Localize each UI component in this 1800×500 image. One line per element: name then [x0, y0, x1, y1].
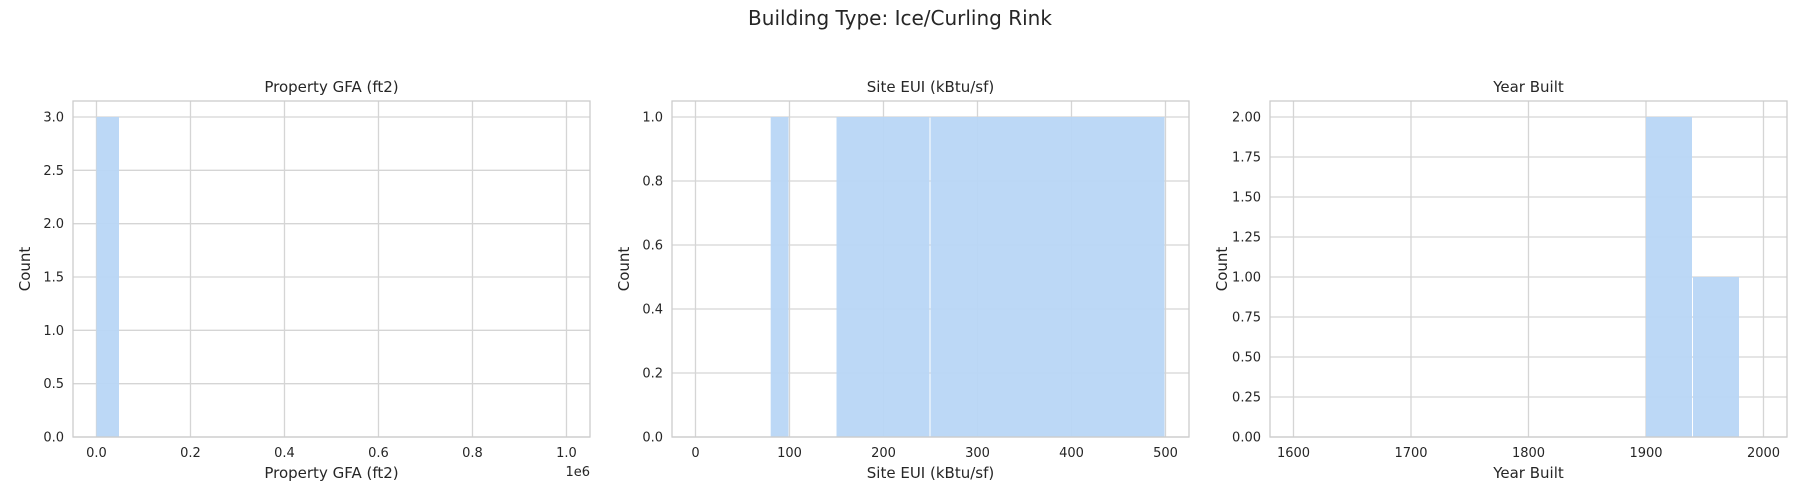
- x-axis-label: Year Built: [1492, 464, 1564, 482]
- subplot-2: 0 100 200 300 400 500 0.0 0.2 0.4 0.6 0.8 1.0 Site E…: [615, 78, 1190, 482]
- histogram-bar: [96, 117, 119, 437]
- y-tick-label: 1.5: [43, 271, 64, 286]
- subplot-1: 0.0 0.2 0.4 0.6 0.8 1.0 0.0 0.5 1.0 1.5 2.0 2.5 3.0 P…: [16, 78, 591, 482]
- x-tick-label: 500: [1153, 446, 1178, 461]
- x-tick-label: 0.6: [368, 446, 389, 461]
- y-tick-label: 0.75: [1232, 311, 1261, 326]
- histogram-bar: [930, 117, 1165, 437]
- x-tick-label: 200: [871, 446, 896, 461]
- x-tick-label: 400: [1059, 446, 1084, 461]
- x-tick-label: 0.2: [180, 446, 201, 461]
- x-tick-label: 0: [691, 446, 699, 461]
- y-axis-label: Count: [1213, 247, 1231, 292]
- y-tick-label: 2.00: [1232, 111, 1261, 126]
- y-tick-label: 0.0: [642, 431, 663, 446]
- y-tick-label: 1.25: [1232, 231, 1261, 246]
- x-tick-label: 100: [777, 446, 802, 461]
- y-tick-label: 1.0: [642, 111, 663, 126]
- histogram-bar: [836, 117, 930, 437]
- plot-frame: [72, 100, 591, 438]
- y-tick-label: 2.5: [43, 164, 64, 179]
- histogram-bar: [1646, 117, 1692, 437]
- y-tick-label: 0.25: [1232, 391, 1261, 406]
- x-tick-label: 1600: [1277, 446, 1310, 461]
- y-tick-label: 1.0: [43, 324, 64, 339]
- x-tick-label: 300: [965, 446, 990, 461]
- x-tick-label: 0.8: [462, 446, 483, 461]
- y-tick-label: 0.50: [1232, 351, 1261, 366]
- y-tick-label: 2.0: [43, 217, 64, 232]
- y-tick-label: 1.50: [1232, 191, 1261, 206]
- y-tick-label: 0.4: [642, 303, 663, 318]
- y-tick-label: 1.00: [1232, 271, 1261, 286]
- figure-title: Building Type: Ice/Curling Rink: [748, 6, 1052, 30]
- x-tick-label: 1700: [1394, 446, 1427, 461]
- y-tick-label: 0.2: [642, 367, 663, 382]
- subplot-3: 1600 1700 1800 1900 2000 0.00 0.25 0.50 0.75 1.00…: [1213, 78, 1788, 482]
- x-axis-label: Site EUI (kBtu/sf): [867, 464, 994, 482]
- x-offset-label: 1e6: [565, 465, 590, 480]
- x-tick-label: 1800: [1512, 446, 1545, 461]
- x-tick-label: 2000: [1747, 446, 1780, 461]
- y-tick-label: 0.5: [43, 377, 64, 392]
- x-tick-label: 1.0: [556, 446, 577, 461]
- x-tick-label: 0.0: [86, 446, 107, 461]
- y-axis-label: Count: [16, 247, 34, 292]
- y-tick-label: 0.6: [642, 239, 663, 254]
- y-tick-label: 0.8: [642, 175, 663, 190]
- x-tick-label: 0.4: [274, 446, 295, 461]
- subplot-title: Year Built: [1492, 78, 1564, 96]
- subplot-title: Site EUI (kBtu/sf): [867, 78, 994, 96]
- y-axis-label: Count: [615, 247, 633, 292]
- histogram-bar: [770, 117, 789, 437]
- y-tick-label: 0.0: [43, 431, 64, 446]
- plot-frame: [671, 100, 1190, 438]
- y-tick-label: 3.0: [43, 111, 64, 126]
- y-tick-label: 1.75: [1232, 151, 1261, 166]
- plot-frame: [1269, 100, 1788, 438]
- x-tick-label: 1900: [1629, 446, 1662, 461]
- subplot-title: Property GFA (ft2): [264, 78, 398, 96]
- histogram-bar: [1693, 277, 1739, 437]
- y-tick-label: 0.00: [1232, 431, 1261, 446]
- x-axis-label: Property GFA (ft2): [264, 464, 398, 482]
